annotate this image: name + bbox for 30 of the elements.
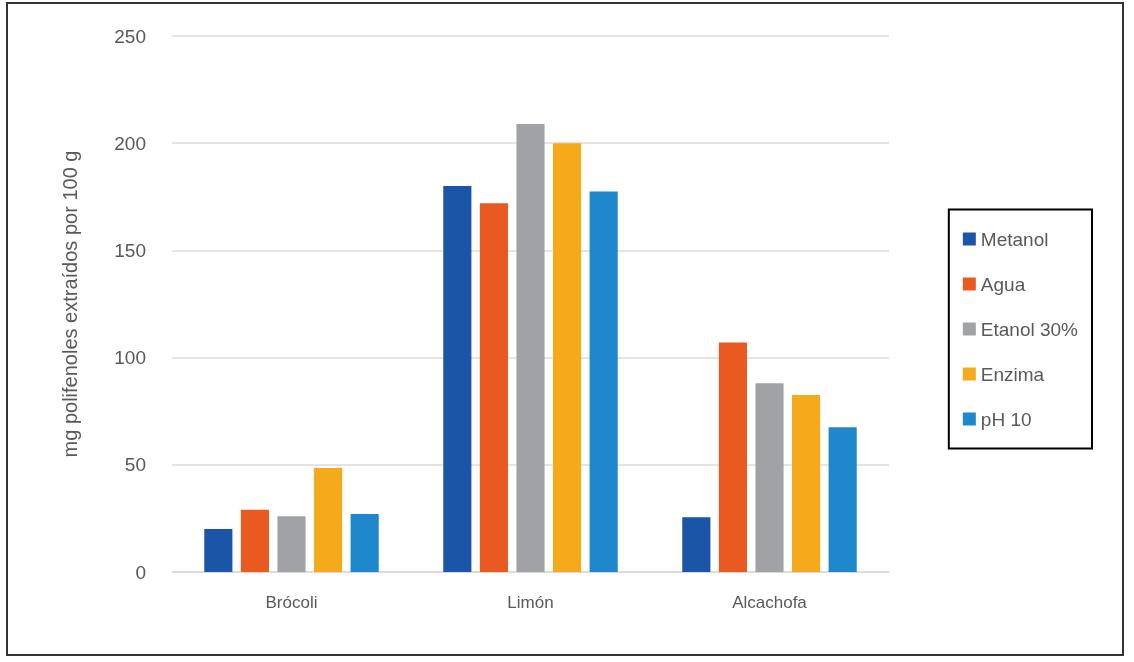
y-tick-label: 250 bbox=[114, 25, 146, 47]
bar bbox=[553, 143, 582, 572]
bar bbox=[204, 529, 233, 572]
y-tick-label: 50 bbox=[124, 454, 146, 476]
x-tick-label: Brócoli bbox=[265, 593, 318, 612]
legend-label: Metanol bbox=[980, 228, 1049, 250]
bar bbox=[516, 123, 545, 572]
bar bbox=[718, 342, 747, 572]
legend-label: Etanol 30% bbox=[980, 318, 1079, 340]
y-tick-label: 150 bbox=[114, 239, 146, 261]
bar bbox=[589, 191, 618, 572]
legend-label: Agua bbox=[980, 273, 1026, 295]
bar bbox=[828, 427, 857, 572]
bar bbox=[792, 395, 821, 572]
legend-label: Enzima bbox=[980, 363, 1045, 385]
bar bbox=[277, 516, 306, 572]
bar bbox=[350, 514, 379, 572]
bar bbox=[682, 517, 711, 572]
legend-label: pH 10 bbox=[980, 408, 1032, 430]
x-tick-label: Alcachofa bbox=[732, 593, 808, 612]
bar bbox=[314, 468, 343, 572]
bar bbox=[479, 203, 508, 572]
y-tick-label: 100 bbox=[114, 347, 146, 369]
bar bbox=[443, 186, 472, 572]
y-axis-title: mg polifenoles extraídos por 100 g bbox=[59, 150, 81, 458]
y-tick-label: 0 bbox=[135, 561, 146, 583]
bar bbox=[755, 383, 784, 572]
y-tick-label: 200 bbox=[114, 132, 146, 154]
bar bbox=[240, 509, 269, 572]
x-tick-label: Limón bbox=[507, 593, 554, 612]
